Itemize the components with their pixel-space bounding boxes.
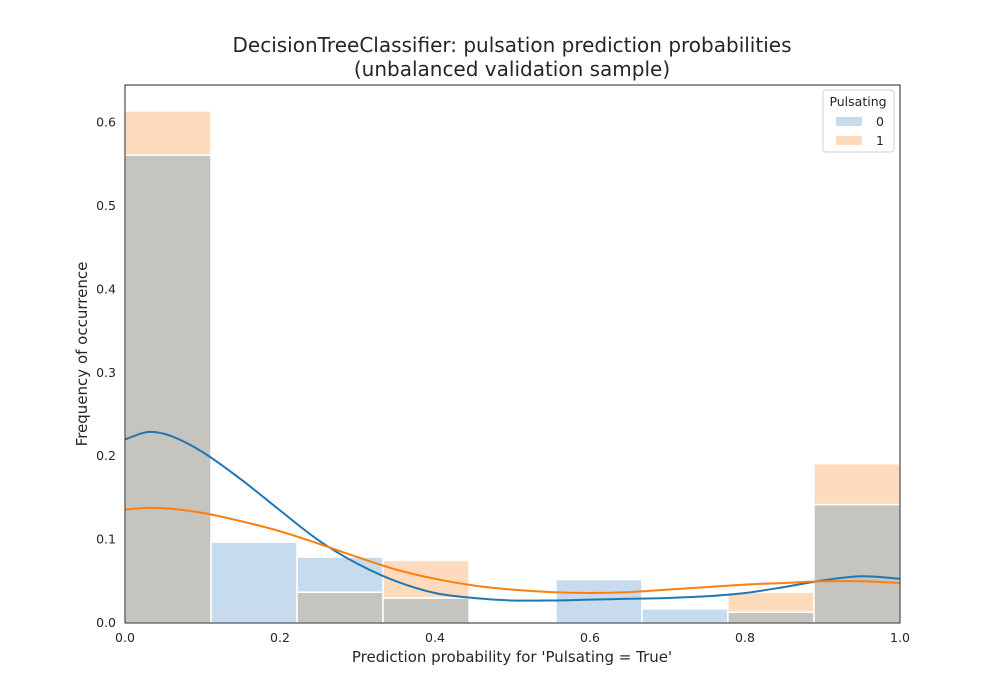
- legend-label-0: 0: [876, 114, 884, 129]
- kde-curves: [124, 430, 901, 602]
- y-axis-label: Frequency of occurrence: [73, 262, 91, 447]
- histogram-bars: [124, 110, 901, 624]
- y-tick-label: 0.2: [96, 448, 116, 463]
- legend-swatch-1: [836, 136, 862, 145]
- bar-overlap-bin-0: [124, 154, 212, 624]
- y-axis-ticks: 0.0 0.1 0.2 0.3 0.4 0.5 0.6: [96, 115, 116, 630]
- x-tick-label: 0.4: [425, 630, 445, 645]
- bar-overlap-bin-7: [727, 611, 815, 624]
- x-tick-label: 1.0: [890, 630, 910, 645]
- bar-series-0-bin-2: [296, 556, 384, 593]
- bar-series-1-bin-0: [124, 110, 212, 156]
- chart-title-line-1: DecisionTreeClassifier: pulsation predic…: [233, 33, 792, 57]
- bar-series-1-bin-3: [382, 559, 470, 599]
- legend-label-1: 1: [876, 133, 884, 148]
- kde-line-series-1: [124, 506, 901, 594]
- y-tick-label: 0.3: [96, 365, 116, 380]
- x-axis-ticks: 0.0 0.2 0.4 0.6 0.8 1.0: [115, 630, 910, 645]
- y-tick-label: 0.1: [96, 532, 116, 547]
- x-tick-label: 0.0: [115, 630, 135, 645]
- legend-title: Pulsating: [829, 94, 886, 109]
- bar-series-1-bin-7: [727, 591, 815, 613]
- y-tick-label: 0.4: [96, 281, 116, 296]
- chart-title-line-2: (unbalanced validation sample): [354, 57, 670, 81]
- x-tick-label: 0.8: [735, 630, 755, 645]
- x-tick-label: 0.6: [580, 630, 600, 645]
- x-tick-label: 0.2: [270, 630, 290, 645]
- y-tick-label: 0.0: [96, 615, 116, 630]
- bar-overlap-bin-2: [296, 591, 384, 624]
- bar-overlap-bin-3: [382, 597, 470, 624]
- bar-series-0-bin-5: [555, 578, 643, 624]
- plot-area-frame: [124, 84, 901, 624]
- x-axis-label: Prediction probability for 'Pulsating = …: [352, 648, 672, 666]
- bar-series-1-bin-8: [813, 462, 901, 506]
- bar-series-0-bin-1: [210, 541, 298, 624]
- kde-line-series-0: [124, 430, 901, 602]
- y-tick-label: 0.5: [96, 198, 116, 213]
- bar-series-0-bin-6: [641, 608, 729, 624]
- legend-swatch-0: [836, 117, 862, 126]
- bar-overlap-bin-8: [813, 503, 901, 624]
- y-tick-label: 0.6: [96, 115, 116, 130]
- legend: Pulsating 0 1: [822, 89, 895, 153]
